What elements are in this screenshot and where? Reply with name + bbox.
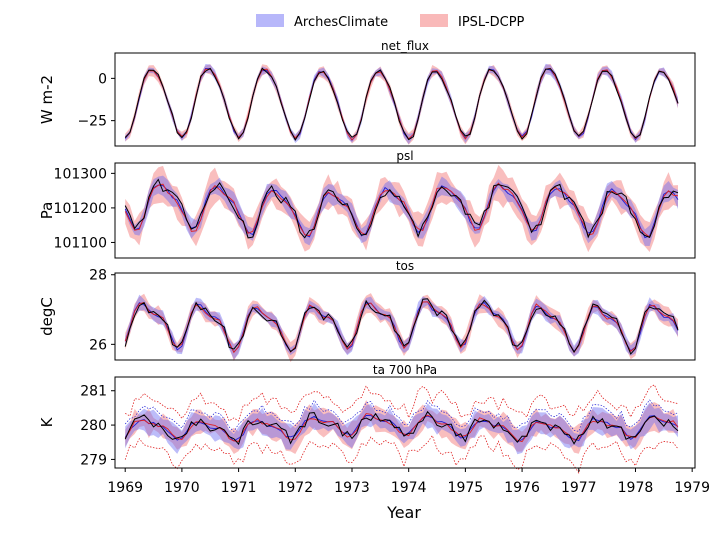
y-axis-label: degC: [38, 297, 56, 336]
reference-line: [124, 410, 679, 446]
panel-psl: psl 101300 101200 101100 Pa: [38, 149, 696, 259]
archesclimate-band: [125, 63, 678, 145]
y-axis-label: Pa: [38, 202, 56, 220]
panel-title: tos: [396, 259, 414, 273]
x-tick-label: 1972: [277, 480, 313, 496]
panel-title: net_flux: [381, 39, 429, 53]
panel-net_flux: net_flux 0 −25 W m-2: [38, 39, 696, 147]
x-tick-label: 1971: [221, 480, 257, 496]
archesclimate-band: [125, 402, 678, 455]
panel-frame: [114, 376, 696, 469]
reference-line: [124, 178, 679, 239]
ipsl-dcpp-band: [125, 164, 678, 253]
panel-tos: tos 28 26 degC: [38, 259, 696, 363]
x-axis: 1969 1970 1971 1972 1973 1974 1975 1976 1977 1978…: [107, 468, 710, 496]
y-tick-label: 280: [80, 418, 107, 434]
x-tick-label: 1976: [504, 480, 540, 496]
y-tick-label: 101100: [54, 235, 107, 251]
x-tick-label: 1969: [107, 480, 143, 496]
y-tick-label: 281: [80, 384, 107, 400]
reference-line: [124, 67, 679, 142]
x-tick-label: 1970: [164, 480, 200, 496]
y-axis-label: W m-2: [38, 75, 56, 124]
x-axis-label: Year: [386, 503, 421, 522]
ipsl-dcpp-band: [125, 400, 678, 455]
legend-swatch-ipsl-dcpp: [420, 14, 448, 27]
y-tick-label: 101200: [54, 201, 107, 217]
legend: ArchesClimate IPSL-DCPP: [256, 14, 525, 30]
x-tick-label: 1979: [674, 480, 710, 496]
archesclimate-band: [125, 294, 678, 360]
y-tick-label: 279: [80, 452, 107, 468]
y-tick-label: 28: [89, 268, 107, 284]
reference-line: [124, 298, 679, 355]
legend-label-archesclimate: ArchesClimate: [294, 15, 388, 30]
archesclimate-band: [125, 175, 678, 247]
legend-swatch-archesclimate: [256, 14, 284, 27]
panel-frame: [114, 162, 696, 259]
panel-frame: [114, 52, 696, 147]
ipsl-dcpp-band: [125, 293, 678, 363]
ipsl-dcpp-mean-line: [124, 413, 679, 443]
y-tick-label: 101300: [54, 166, 107, 182]
ipsl-dcpp-band: [125, 63, 678, 145]
x-tick-label: 1977: [561, 480, 597, 496]
panel-title: psl: [396, 149, 413, 163]
y-tick-label: 0: [98, 71, 107, 87]
x-tick-label: 1973: [334, 480, 370, 496]
ipsl-dcpp-envelope-upper: [125, 384, 679, 422]
legend-label-ipsl-dcpp: IPSL-DCPP: [458, 15, 525, 30]
x-tick-label: 1975: [448, 480, 484, 496]
y-axis-label: K: [38, 416, 56, 427]
ipsl-dcpp-envelope-lower: [124, 434, 679, 474]
x-tick-label: 1974: [391, 480, 427, 496]
panels: net_flux 0 −25 W m-2 psl 101300 101200 101100 Pa…: [38, 39, 696, 474]
panel-ta-700-hPa: ta 700 hPa 281 280 279 K: [38, 363, 696, 474]
panel-frame: [114, 272, 696, 361]
x-tick-label: 1978: [618, 480, 654, 496]
panel-title: ta 700 hPa: [373, 363, 437, 377]
y-tick-label: −25: [77, 114, 107, 130]
y-tick-label: 26: [89, 337, 107, 353]
